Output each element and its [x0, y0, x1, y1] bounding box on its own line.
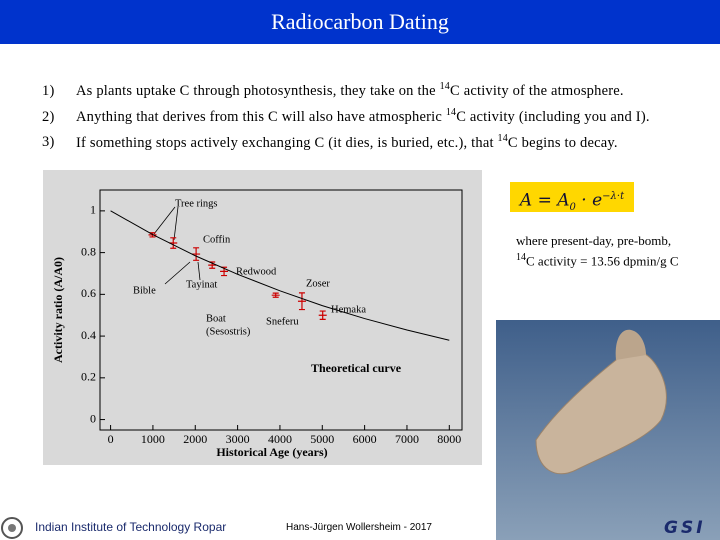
footer-logo: GSI [664, 518, 706, 538]
bullet-text: C activity of the atmosphere. [450, 82, 624, 99]
bullet-sup: 14 [497, 132, 508, 144]
note: where present-day, pre-bomb, 14C activity… [516, 232, 679, 269]
bullet: 3) If something stops actively exchanging… [42, 128, 650, 154]
slide-title: Radiocarbon Dating [0, 0, 720, 44]
data-point [271, 292, 280, 298]
x-tick-label: 4000 [268, 432, 292, 446]
formula-exp: −λ·t [602, 191, 625, 202]
annotation: Coffin [203, 234, 231, 245]
footer-center: Hans-Jürgen Wollersheim - 2017 [286, 522, 432, 533]
annotation: Tree rings [175, 198, 218, 209]
formula-lhs: A = A [519, 190, 570, 211]
bullet: 1) As plants uptake C through photosynthe… [42, 76, 650, 102]
x-tick-label: 8000 [437, 432, 461, 446]
bullet-text: C activity (including you and I). [456, 108, 650, 125]
data-point [192, 247, 201, 261]
wooden-object [535, 350, 667, 475]
plot-frame [99, 189, 463, 431]
x-tick-label: 3000 [226, 432, 250, 446]
annotation: Bible [133, 285, 156, 296]
chart-background [43, 170, 482, 465]
note-sup: 14 [516, 252, 526, 263]
y-tick-label: 0.2 [81, 370, 96, 384]
y-tick-label: 0.6 [81, 286, 96, 300]
footer-left: Indian Institute of Technology Ropar [35, 520, 227, 534]
theoretical-curve [110, 210, 450, 341]
wooden-object [615, 329, 646, 360]
data-point [318, 310, 327, 320]
photo [496, 320, 720, 540]
data-point [169, 237, 178, 249]
note-line: where present-day, pre-bomb, [516, 233, 672, 248]
annotation: Boat [206, 313, 226, 324]
bullet-text: C begins to decay. [507, 134, 618, 151]
annotation: Sneferu [266, 316, 299, 327]
annotation: Theoretical curve [311, 361, 402, 375]
bullet-text: Anything that derives from this C will a… [76, 108, 446, 125]
bullet-list: 1) As plants uptake C through photosynthe… [42, 76, 650, 153]
annotation: Redwood [236, 266, 277, 277]
y-tick-label: 1 [90, 203, 96, 217]
y-tick-label: 0.8 [81, 244, 96, 258]
formula-mid: · e [575, 190, 603, 211]
x-tick-label: 2000 [183, 432, 207, 446]
x-tick-label: 6000 [353, 432, 377, 446]
y-tick-label: 0.4 [81, 328, 96, 342]
y-tick-label: 0 [90, 411, 96, 425]
bullet-marker: 3) [42, 134, 55, 151]
bullet-sup: 14 [445, 106, 457, 118]
formula: A = A0 · e−λ·t [510, 182, 634, 214]
x-tick-label: 5000 [310, 432, 334, 446]
bullet-marker: 1) [42, 82, 55, 99]
x-tick-label: 7000 [395, 432, 419, 446]
formula-sub: 0 [569, 202, 576, 214]
data-point [297, 292, 306, 311]
data-point [220, 266, 229, 277]
bullet-sup: 14 [439, 81, 450, 92]
annotation: Tayinat [186, 279, 217, 290]
annotation: Zoser [306, 278, 330, 289]
annotation: (Sesostris) [206, 326, 251, 337]
annotation-arrows [153, 206, 201, 285]
data-point [208, 261, 217, 269]
institute-logo [1, 517, 23, 539]
x-tick-label: 1000 [141, 432, 165, 446]
y-axis-label: Activity ratio (A/A0) [51, 257, 65, 363]
bullet-marker: 2) [42, 108, 55, 125]
bullet-text: If something stops actively exchanging C… [76, 134, 498, 151]
bullet-text: As plants uptake C through photosynthesi… [76, 82, 440, 99]
x-tick-label: 0 [108, 432, 114, 446]
bullet: 2) Anything that derives from this C will… [42, 102, 650, 128]
annotation: Hemaka [331, 304, 366, 315]
note-line: C activity = 13.56 dpmin/g C [526, 253, 679, 269]
x-axis-label: Historical Age (years) [216, 445, 327, 459]
